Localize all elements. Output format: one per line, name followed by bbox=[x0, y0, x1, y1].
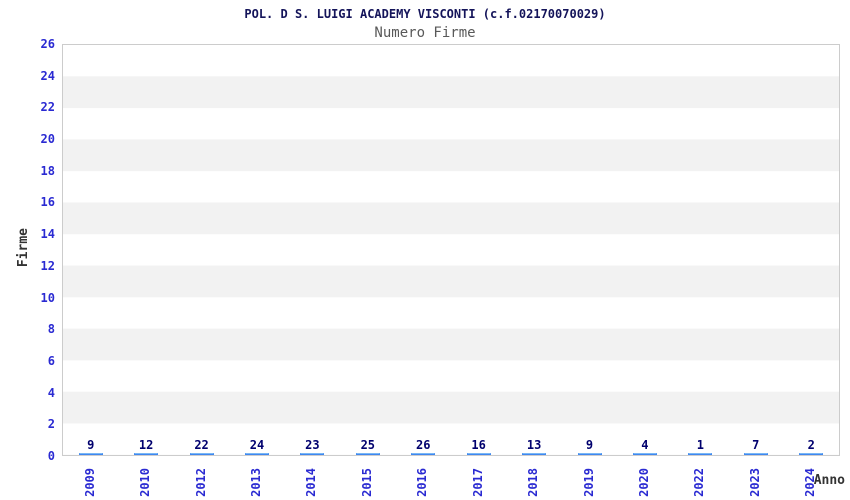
bar-value-label: 2 bbox=[807, 438, 815, 452]
bar-value-label: 9 bbox=[87, 438, 95, 452]
bar-slot: 2 bbox=[783, 438, 838, 455]
bar: 9 bbox=[78, 438, 103, 455]
x-tick-label: 2019 bbox=[581, 468, 596, 497]
x-tick-label: 2015 bbox=[359, 468, 374, 497]
x-tick-slot: 2019 bbox=[561, 458, 616, 497]
y-tick-label: 2 bbox=[47, 417, 55, 432]
y-tick-label: 12 bbox=[40, 258, 55, 273]
bar-value-label: 25 bbox=[360, 438, 376, 452]
x-tick-slot: 2012 bbox=[173, 458, 228, 497]
bar-value-label: 13 bbox=[526, 438, 542, 452]
y-axis-ticks: 0 2 4 6 8 10 12 14 16 18 20 22 24 26 bbox=[0, 37, 55, 463]
bar-slot: 25 bbox=[340, 438, 395, 455]
bar-value-label: 7 bbox=[752, 438, 760, 452]
bar-value-label: 22 bbox=[194, 438, 209, 452]
x-tick-label: 2020 bbox=[636, 468, 651, 497]
y-tick-label: 6 bbox=[47, 353, 55, 368]
bars: 9 12 22 24 23 25 26 16 13 9 4 1 7 2 bbox=[63, 45, 839, 455]
bar-slot: 22 bbox=[174, 438, 229, 455]
bar: 4 bbox=[632, 438, 657, 455]
x-axis-ticks: 2009 2010 2012 2013 2014 2015 2016 2017 2018 2019… bbox=[62, 458, 838, 497]
y-tick-label: 0 bbox=[47, 449, 55, 463]
plot-area: 9 12 22 24 23 25 26 16 13 9 4 1 7 2 bbox=[62, 44, 840, 456]
x-tick-label: 2013 bbox=[248, 468, 263, 497]
bar: 9 bbox=[577, 438, 602, 455]
bar-value-label: 4 bbox=[641, 438, 649, 452]
x-tick-label: 2017 bbox=[470, 468, 485, 497]
bar-value-label: 9 bbox=[585, 438, 594, 452]
x-axis-title: Anno bbox=[813, 473, 845, 488]
bar: 16 bbox=[466, 438, 491, 455]
bar-value-label: 24 bbox=[249, 438, 265, 452]
x-tick-slot: 2013 bbox=[228, 458, 283, 497]
bar-slot: 1 bbox=[673, 438, 728, 455]
bar-slot: 16 bbox=[451, 438, 506, 455]
y-tick-label: 26 bbox=[40, 37, 55, 51]
x-tick-slot: 2020 bbox=[616, 458, 671, 497]
x-tick-slot: 2023 bbox=[727, 458, 782, 497]
bar: 24 bbox=[244, 438, 269, 455]
chart-title: POL. D S. LUIGI ACADEMY VISCONTI (c.f.02… bbox=[244, 7, 606, 21]
x-tick-label: 2016 bbox=[415, 468, 430, 497]
bar-slot: 12 bbox=[118, 438, 173, 455]
bar-value-label: 1 bbox=[696, 438, 704, 452]
bar: 1 bbox=[688, 438, 713, 455]
y-tick-label: 22 bbox=[40, 100, 55, 115]
bar: 22 bbox=[189, 438, 214, 455]
bar-slot: 24 bbox=[229, 438, 284, 455]
x-tick-label: 2022 bbox=[692, 468, 707, 497]
bar-value-label: 26 bbox=[416, 438, 431, 452]
x-tick-slot: 2015 bbox=[339, 458, 394, 497]
y-tick-label: 16 bbox=[40, 195, 55, 210]
x-tick-slot: 2009 bbox=[62, 458, 117, 497]
x-tick-slot: 2017 bbox=[450, 458, 505, 497]
bar-slot: 26 bbox=[396, 438, 451, 455]
bar-slot: 9 bbox=[562, 438, 617, 455]
x-tick-slot: 2016 bbox=[395, 458, 450, 497]
bar: 26 bbox=[411, 438, 436, 455]
x-tick-slot: 2018 bbox=[505, 458, 560, 497]
bar: 25 bbox=[355, 438, 380, 455]
x-tick-label: 2014 bbox=[304, 468, 319, 497]
bar-slot: 13 bbox=[506, 438, 561, 455]
bar-value-label: 16 bbox=[471, 438, 486, 452]
bar-value-label: 23 bbox=[305, 438, 320, 452]
x-tick-slot: 2010 bbox=[117, 458, 172, 497]
bar: 13 bbox=[522, 438, 547, 455]
x-tick-slot: 2014 bbox=[284, 458, 339, 497]
x-tick-slot: 2022 bbox=[672, 458, 727, 497]
y-tick-label: 4 bbox=[47, 385, 55, 400]
bar: 7 bbox=[743, 438, 768, 455]
y-tick-label: 24 bbox=[40, 68, 55, 83]
y-tick-label: 14 bbox=[40, 227, 55, 242]
y-tick-label: 18 bbox=[40, 163, 55, 178]
x-tick-label: 2018 bbox=[526, 468, 541, 497]
bar: 12 bbox=[134, 438, 159, 455]
y-tick-label: 10 bbox=[40, 290, 55, 305]
chart-subtitle: Numero Firme bbox=[374, 25, 476, 41]
bar-slot: 9 bbox=[63, 438, 118, 455]
bar-value-label: 12 bbox=[138, 438, 154, 452]
y-tick-label: 20 bbox=[40, 132, 55, 147]
bar: 2 bbox=[799, 438, 824, 455]
x-tick-label: 2010 bbox=[138, 468, 153, 497]
x-tick-label: 2023 bbox=[747, 468, 762, 497]
x-tick-label: 2012 bbox=[193, 468, 208, 497]
x-tick-label: 2009 bbox=[82, 468, 97, 497]
y-tick-label: 8 bbox=[47, 322, 55, 337]
bar-slot: 4 bbox=[617, 438, 672, 455]
bar: 23 bbox=[300, 438, 325, 455]
bar-slot: 23 bbox=[285, 438, 340, 455]
bar-slot: 7 bbox=[728, 438, 783, 455]
